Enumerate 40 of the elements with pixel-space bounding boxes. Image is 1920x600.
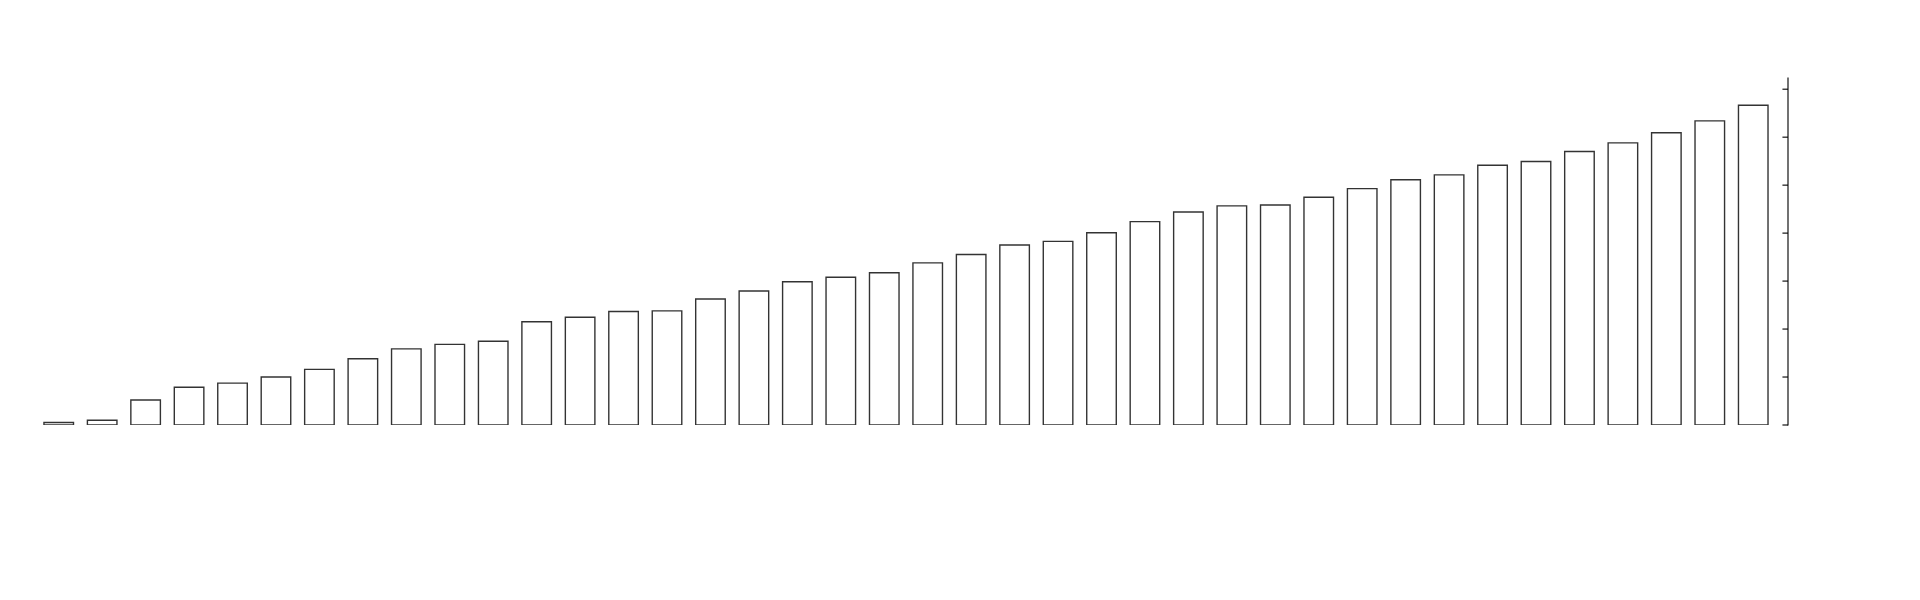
bar <box>825 276 857 425</box>
bar <box>434 343 466 425</box>
bar <box>1563 150 1595 425</box>
bar <box>781 281 813 425</box>
bar <box>173 386 205 425</box>
bar <box>955 253 987 425</box>
bar <box>1607 142 1639 425</box>
bar <box>1172 211 1204 425</box>
bar <box>1650 131 1682 425</box>
bar <box>260 376 292 425</box>
bar <box>868 272 900 425</box>
bar <box>1346 187 1378 425</box>
bar <box>303 368 335 425</box>
bar <box>564 316 596 425</box>
bar <box>1520 160 1552 425</box>
bar <box>390 348 422 425</box>
bar <box>1129 220 1161 425</box>
bar <box>1737 104 1769 425</box>
bar <box>1694 120 1726 425</box>
bar <box>217 382 248 425</box>
bar <box>738 290 770 425</box>
bar <box>86 419 118 425</box>
bar <box>347 358 379 425</box>
bar <box>1259 204 1291 425</box>
bar <box>694 298 726 425</box>
bar <box>608 310 640 425</box>
bar <box>1303 196 1335 425</box>
bar <box>477 340 509 425</box>
bar <box>1390 179 1422 425</box>
bar <box>1086 232 1117 425</box>
bar <box>43 421 75 425</box>
bar <box>521 321 553 425</box>
bar <box>1477 164 1509 425</box>
bar <box>912 262 944 425</box>
bar <box>130 399 162 425</box>
bar <box>999 244 1031 425</box>
bar <box>1216 205 1248 425</box>
bar <box>1042 240 1074 425</box>
bar <box>1433 174 1465 425</box>
bar <box>651 310 683 425</box>
